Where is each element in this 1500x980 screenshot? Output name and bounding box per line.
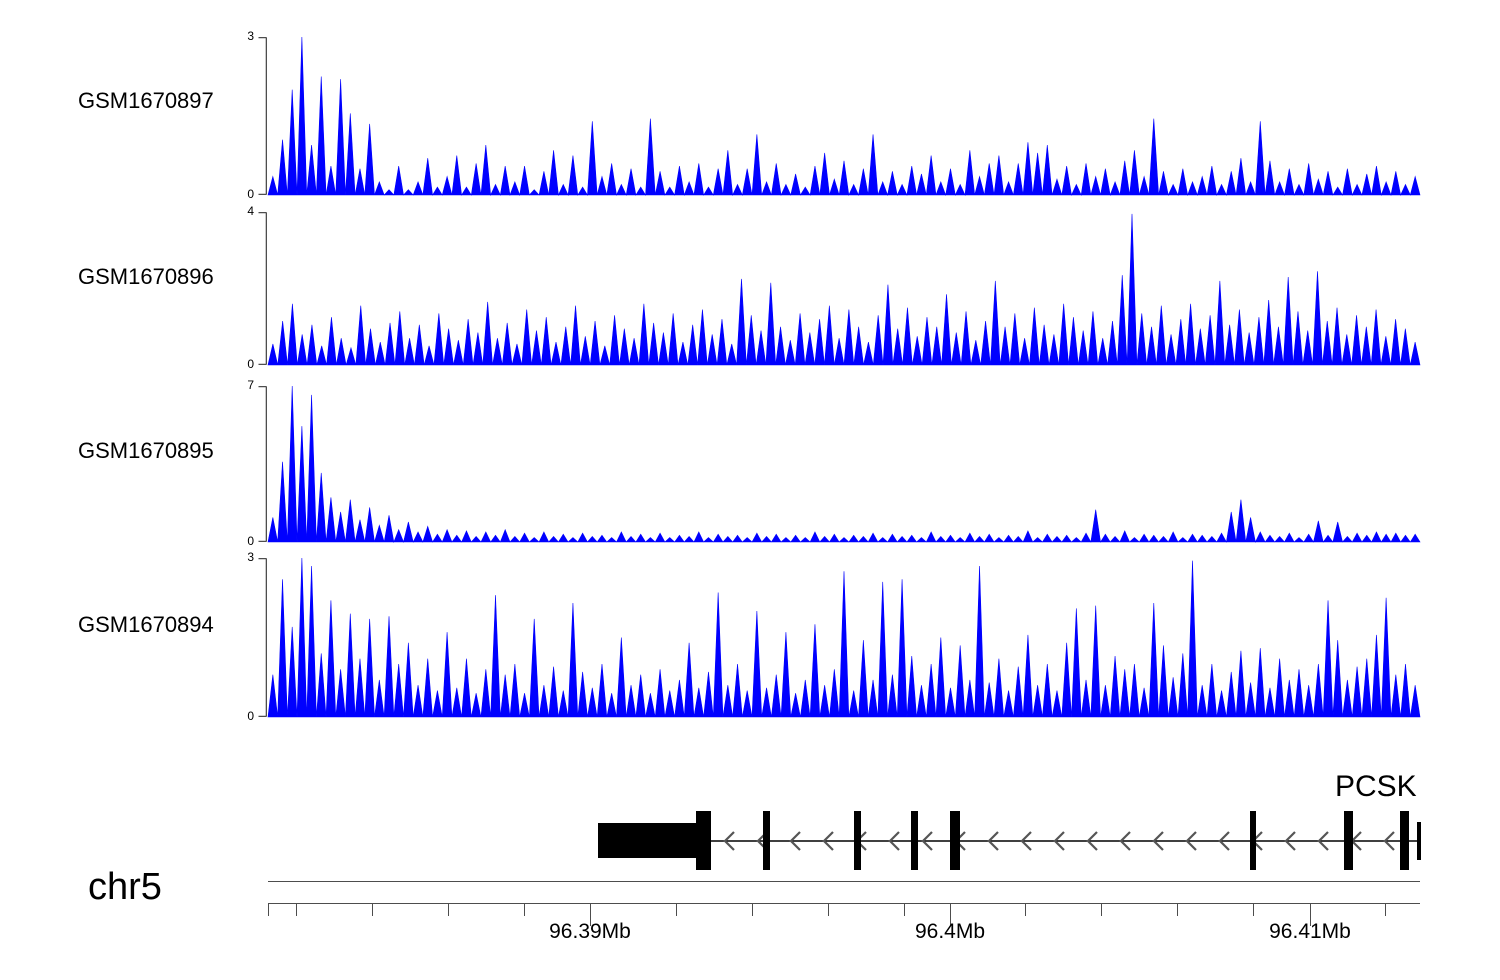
y-axis-bracket: [258, 557, 268, 718]
y-axis-bracket: [258, 385, 268, 543]
y-axis-min-label: 0: [247, 534, 254, 548]
axis-tick: [448, 904, 449, 916]
axis-tick: [372, 904, 373, 916]
coverage-plot-GSM1670897[interactable]: [0, 0, 1500, 197]
axis-top-rule: [268, 881, 1420, 882]
coverage-plot-GSM1670896[interactable]: [0, 0, 1500, 367]
axis-tick: [1177, 904, 1178, 916]
axis-tick: [676, 904, 677, 916]
track-label-GSM1670897: GSM1670897: [78, 88, 214, 113]
axis-tick: [1310, 904, 1311, 926]
y-axis-bracket: [258, 211, 268, 366]
axis-tick: [752, 904, 753, 916]
track-label-GSM1670894: GSM1670894: [78, 612, 214, 637]
axis-tick: [950, 904, 951, 926]
axis-tick: [590, 904, 591, 926]
axis-baseline: [268, 903, 1420, 904]
y-axis-bracket: [258, 36, 268, 196]
axis-tick-label: 96.4Mb: [914, 920, 986, 943]
axis-tick-label: 96.39Mb: [549, 920, 631, 943]
axis-tick: [1101, 904, 1102, 916]
axis-tick: [524, 904, 525, 916]
track-label-GSM1670895: GSM1670895: [78, 438, 214, 463]
y-axis-max-label: 3: [247, 550, 254, 564]
axis-tick-label: 96.41Mb: [1269, 920, 1351, 943]
axis-tick: [1025, 904, 1026, 916]
gene-model[interactable]: [0, 760, 1500, 885]
y-axis-max-label: 4: [247, 204, 254, 218]
y-axis-min-label: 0: [247, 357, 254, 371]
axis-tick: [828, 904, 829, 916]
axis-tick: [904, 904, 905, 916]
y-axis-min-label: 0: [247, 709, 254, 723]
axis-tick: [268, 904, 269, 916]
axis-tick: [1385, 904, 1386, 916]
y-axis-min-label: 0: [247, 187, 254, 201]
coverage-plot-GSM1670895[interactable]: [0, 0, 1500, 544]
gene-annotation-track[interactable]: PCSK: [0, 760, 1500, 885]
gene-name-label: PCSK: [1335, 770, 1417, 803]
coverage-plot-GSM1670894[interactable]: [0, 0, 1500, 719]
track-label-GSM1670896: GSM1670896: [78, 264, 214, 289]
chromosome-label: chr5: [88, 866, 162, 908]
axis-tick: [1253, 904, 1254, 916]
y-axis-max-label: 3: [247, 29, 254, 43]
y-axis-max-label: 7: [247, 378, 254, 392]
axis-tick: [296, 904, 297, 916]
